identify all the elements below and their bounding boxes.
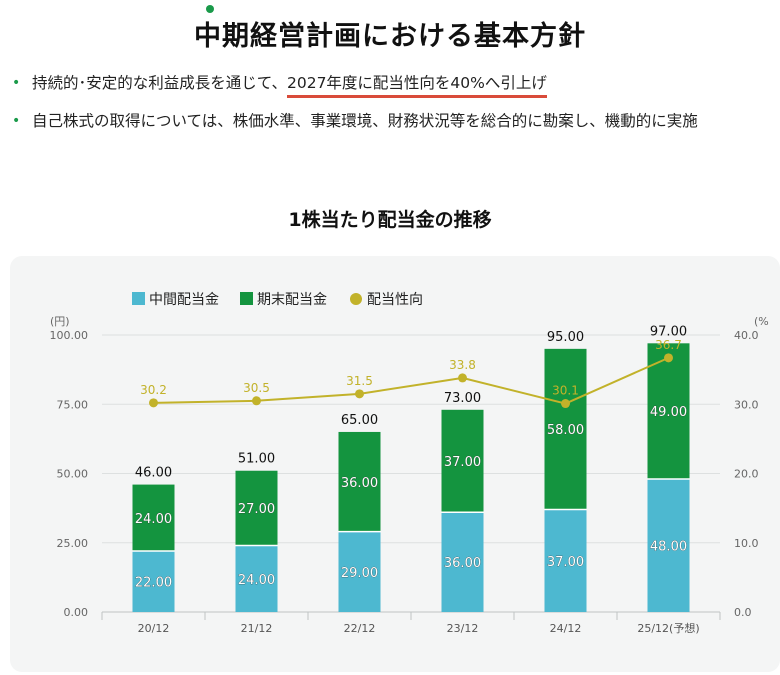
bar-year-end-dividend: [338, 431, 381, 532]
bar-year-end-dividend: [235, 470, 278, 546]
payout-ratio-label: 31.5: [346, 374, 373, 388]
x-tick-label: 21/12: [241, 622, 273, 635]
bar-year-end-value-label: 36.00: [341, 476, 378, 491]
bar-total-label: 51.00: [238, 452, 275, 467]
x-tick-label: 22/12: [344, 622, 376, 635]
y-right-tick-label: 0.0: [734, 606, 752, 619]
payout-ratio-point: [355, 389, 364, 399]
bar-interim-dividend: [132, 551, 175, 612]
x-tick-label: 20/12: [138, 622, 170, 635]
policy-bullet-1: • 持続的･安定的な利益成長を通じて、2027年度に配当性向を40%へ引上げ: [12, 72, 772, 98]
payout-ratio-label: 36.7: [655, 338, 682, 352]
y-right-tick-label: 40.0: [734, 329, 759, 342]
payout-ratio-label: 30.5: [243, 381, 270, 395]
bar-year-end-value-label: 58.00: [547, 423, 584, 438]
bullet-text: 自己株式の取得については、株価水準、事業環境、財務状況等を総合的に勘案し、機動的…: [32, 112, 698, 130]
payout-ratio-point: [149, 398, 158, 408]
legend-swatch-year-end: [240, 292, 253, 305]
payout-ratio-point: [458, 373, 467, 383]
bar-year-end-value-label: 27.00: [238, 502, 275, 517]
y-left-tick-label: 50.00: [57, 468, 89, 481]
bar-total-label: 73.00: [444, 391, 481, 406]
bar-interim-dividend: [544, 509, 587, 612]
x-tick-label: 23/12: [447, 622, 479, 635]
bar-interim-dividend: [235, 545, 278, 612]
legend-label-interim: 中間配当金: [149, 292, 219, 308]
title-accent-dot: [206, 5, 214, 13]
bar-interim-value-label: 37.00: [547, 555, 584, 570]
bar-total-label: 97.00: [650, 324, 687, 339]
policy-bullet-2: • 自己株式の取得については、株価水準、事業環境、財務状況等を総合的に勘案し、機動…: [12, 110, 772, 132]
y-right-axis-label: (%: [754, 315, 769, 328]
y-left-tick-label: 100.00: [50, 329, 89, 342]
bar-year-end-dividend: [441, 409, 484, 513]
bar-interim-value-label: 29.00: [341, 566, 378, 581]
bar-year-end-value-label: 37.00: [444, 455, 481, 470]
x-tick-label: 25/12(予想): [637, 621, 699, 635]
bar-year-end-value-label: 49.00: [650, 405, 687, 420]
bar-total-label: 95.00: [547, 330, 584, 345]
y-left-axis-label: (円): [50, 315, 70, 328]
bullet-text: 持続的･安定的な利益成長を通じて、: [32, 74, 287, 92]
bar-year-end-dividend: [647, 343, 690, 480]
x-tick-label: 24/12: [550, 622, 582, 635]
y-left-tick-label: 0.00: [64, 606, 89, 619]
payout-ratio-label: 30.1: [552, 384, 579, 398]
bar-interim-dividend: [441, 512, 484, 612]
legend-label-year-end: 期末配当金: [257, 292, 327, 308]
legend-swatch-interim: [132, 292, 145, 305]
policy-bullet-list: • 持続的･安定的な利益成長を通じて、2027年度に配当性向を40%へ引上げ • 自…: [12, 72, 772, 148]
y-left-tick-label: 25.00: [57, 537, 89, 550]
y-right-tick-label: 10.0: [734, 537, 759, 550]
payout-ratio-point: [252, 396, 261, 406]
payout-ratio-point: [664, 353, 673, 363]
chart-title: 1株当たり配当金の推移: [288, 209, 492, 231]
bar-interim-dividend: [647, 479, 690, 612]
bar-total-label: 46.00: [135, 466, 172, 481]
bar-interim-value-label: 48.00: [650, 540, 687, 555]
bar-interim-dividend: [338, 531, 381, 612]
payout-ratio-line: [153, 356, 669, 405]
bar-year-end-dividend: [132, 484, 175, 552]
y-right-tick-label: 30.0: [734, 398, 759, 411]
bar-year-end-dividend: [544, 348, 587, 510]
bar-interim-value-label: 24.00: [238, 573, 275, 588]
legend-swatch-payout-ratio: [350, 293, 362, 305]
y-left-tick-label: 75.00: [57, 398, 89, 411]
payout-ratio-label: 30.2: [140, 383, 167, 397]
bar-interim-value-label: 36.00: [444, 556, 481, 571]
bar-interim-value-label: 22.00: [135, 576, 172, 591]
bullet-dot-icon: •: [12, 75, 21, 91]
y-right-tick-label: 20.0: [734, 468, 759, 481]
payout-ratio-label: 33.8: [449, 358, 476, 372]
bar-year-end-value-label: 24.00: [135, 512, 172, 527]
page-title: 中期経営計画における基本方針: [194, 21, 586, 52]
legend-label-payout-ratio: 配当性向: [367, 292, 423, 308]
bar-total-label: 65.00: [341, 413, 378, 428]
bullet-highlight-text: 2027年度に配当性向を40%へ引上げ: [286, 74, 547, 98]
payout-ratio-point: [561, 399, 570, 409]
bullet-dot-icon: •: [12, 113, 21, 129]
